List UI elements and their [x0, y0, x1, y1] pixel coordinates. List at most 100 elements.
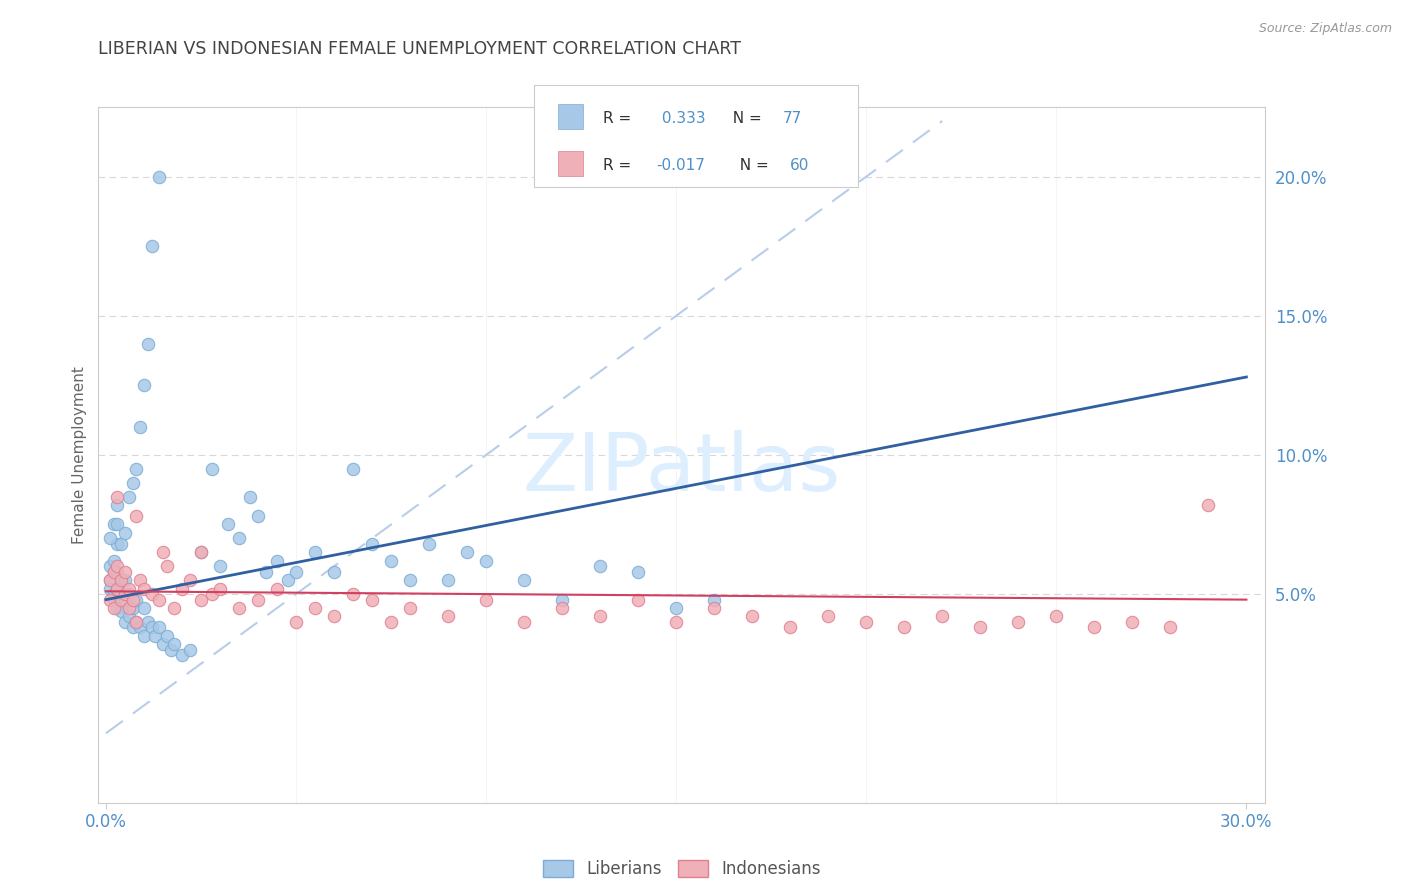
Point	[114, 592, 136, 607]
Point	[179, 642, 201, 657]
Point	[627, 592, 650, 607]
Point	[437, 573, 460, 587]
Point	[285, 565, 308, 579]
Point	[148, 620, 170, 634]
Point	[342, 462, 364, 476]
Point	[125, 592, 148, 607]
Point	[456, 545, 478, 559]
Point	[475, 554, 498, 568]
Point	[156, 629, 179, 643]
Point	[323, 565, 346, 579]
Point	[107, 537, 129, 551]
Text: -0.017: -0.017	[657, 158, 706, 172]
Point	[114, 565, 136, 579]
Text: 0.333: 0.333	[657, 112, 706, 126]
Point	[152, 637, 174, 651]
Point	[1121, 615, 1143, 629]
Point	[170, 648, 193, 663]
Point	[201, 462, 224, 476]
Point	[107, 565, 129, 579]
Point	[703, 592, 725, 607]
Point	[98, 532, 121, 546]
Point	[118, 609, 141, 624]
Point	[125, 509, 148, 524]
Point	[114, 615, 136, 629]
Point	[129, 420, 152, 434]
Point	[1083, 620, 1105, 634]
Point	[145, 629, 167, 643]
Point	[779, 620, 801, 634]
Point	[148, 169, 170, 184]
Point	[1045, 609, 1067, 624]
Point	[132, 629, 155, 643]
Point	[98, 592, 121, 607]
Point	[110, 592, 132, 607]
Point	[1159, 620, 1181, 634]
Point	[103, 554, 125, 568]
Point	[703, 601, 725, 615]
Point	[129, 573, 152, 587]
Text: N =: N =	[730, 158, 773, 172]
Point	[266, 582, 288, 596]
Point	[132, 601, 155, 615]
Text: 60: 60	[790, 158, 810, 172]
Point	[266, 554, 288, 568]
Point	[156, 559, 179, 574]
Point	[114, 525, 136, 540]
Point	[141, 620, 163, 634]
Point	[141, 239, 163, 253]
Point	[118, 601, 141, 615]
Point	[148, 592, 170, 607]
Point	[323, 609, 346, 624]
Point	[931, 609, 953, 624]
Point	[103, 565, 125, 579]
Point	[163, 637, 186, 651]
Text: ZIPatlas: ZIPatlas	[523, 430, 841, 508]
Point	[98, 573, 121, 587]
Point	[121, 620, 143, 634]
Point	[209, 559, 232, 574]
Point	[98, 559, 121, 574]
Point	[141, 587, 163, 601]
Point	[380, 554, 402, 568]
Point	[551, 601, 574, 615]
Point	[475, 592, 498, 607]
Point	[136, 336, 159, 351]
Point	[361, 592, 384, 607]
Point	[285, 615, 308, 629]
Point	[589, 559, 612, 574]
Point	[627, 565, 650, 579]
Point	[589, 609, 612, 624]
Point	[1197, 498, 1219, 512]
Point	[121, 592, 143, 607]
Point	[114, 573, 136, 587]
Point	[399, 573, 422, 587]
Point	[107, 582, 129, 596]
Point	[118, 490, 141, 504]
Point	[380, 615, 402, 629]
Point	[228, 532, 250, 546]
Point	[110, 587, 132, 601]
Point	[179, 573, 201, 587]
Point	[513, 615, 536, 629]
Text: LIBERIAN VS INDONESIAN FEMALE UNEMPLOYMENT CORRELATION CHART: LIBERIAN VS INDONESIAN FEMALE UNEMPLOYME…	[98, 40, 741, 58]
Point	[103, 601, 125, 615]
Point	[217, 517, 239, 532]
Point	[159, 642, 181, 657]
Point	[107, 601, 129, 615]
Point	[103, 565, 125, 579]
Point	[121, 601, 143, 615]
Point	[418, 537, 440, 551]
Point	[342, 587, 364, 601]
Point	[304, 545, 326, 559]
Point	[190, 592, 212, 607]
Point	[132, 378, 155, 392]
Point	[254, 565, 277, 579]
Text: R =: R =	[603, 158, 637, 172]
Point	[247, 509, 270, 524]
Point	[361, 537, 384, 551]
Point	[103, 517, 125, 532]
Point	[201, 587, 224, 601]
Point	[118, 582, 141, 596]
Point	[110, 604, 132, 618]
